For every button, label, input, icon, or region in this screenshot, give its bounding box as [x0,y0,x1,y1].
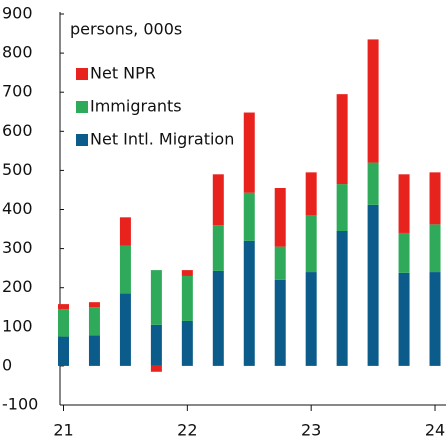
legend-swatch [76,134,88,146]
bar-segment [150,324,162,366]
bar-segment [367,39,379,163]
legend-label: Immigrants [90,97,182,116]
bar-segment [119,217,131,246]
bar-segment [212,225,224,271]
y-tick-label: 100 [2,316,33,335]
bar-segment [274,246,286,280]
bar-segment [305,172,317,216]
bar-segment [398,174,410,233]
bar-segment [212,174,224,226]
legend-label: Net Intl. Migration [90,130,234,149]
bar-segment [119,245,131,294]
bar-segment [305,215,317,273]
bar-segment [429,224,441,273]
bar-segment [181,275,193,321]
bar-segment [336,231,348,366]
bar-segment [88,307,100,336]
bar-segment [336,184,348,232]
unit-annotation: persons, 000s [70,20,182,39]
bar-segment [181,320,193,366]
bar-segment [58,309,69,337]
bar-segment [367,162,379,205]
bar-segment [150,365,162,372]
x-tick-label: 24 [425,421,445,440]
y-tick-label: 200 [2,277,33,296]
y-tick-label: 700 [2,82,33,101]
x-tick-label: 23 [301,421,321,440]
y-tick-label: 900 [2,4,33,23]
bar-segment [243,192,255,241]
bar-segment [429,172,441,225]
bar-segment [58,304,69,310]
legend-swatch [76,101,88,113]
y-tick-label: 500 [2,160,33,179]
bar-segment [305,272,317,366]
y-tick-label: -100 [2,395,38,414]
bar-segment [58,336,69,366]
bar-segment [274,279,286,366]
y-tick-label: 600 [2,121,33,140]
bar-segment [243,240,255,366]
bar-segment [398,232,410,273]
y-tick-label: 0 [2,355,12,374]
bar-segment [119,293,131,366]
bar-segment [336,94,348,185]
bar-segment [398,272,410,366]
bar-segment [212,270,224,366]
bar-segment [274,187,286,247]
bar-segment [150,270,162,325]
bar-segment [367,204,379,366]
legend-label: Net NPR [90,64,156,83]
bar-segment [181,270,193,276]
x-tick-label: 21 [53,421,73,440]
bar-segment [243,112,255,193]
bar-segment [429,272,441,366]
bar-segment [88,335,100,366]
x-tick-label: 22 [177,421,197,440]
y-tick-label: 300 [2,238,33,257]
bar-segment [88,302,100,308]
y-tick-label: 800 [2,43,33,62]
legend-swatch [76,68,88,80]
y-tick-label: 400 [2,199,33,218]
